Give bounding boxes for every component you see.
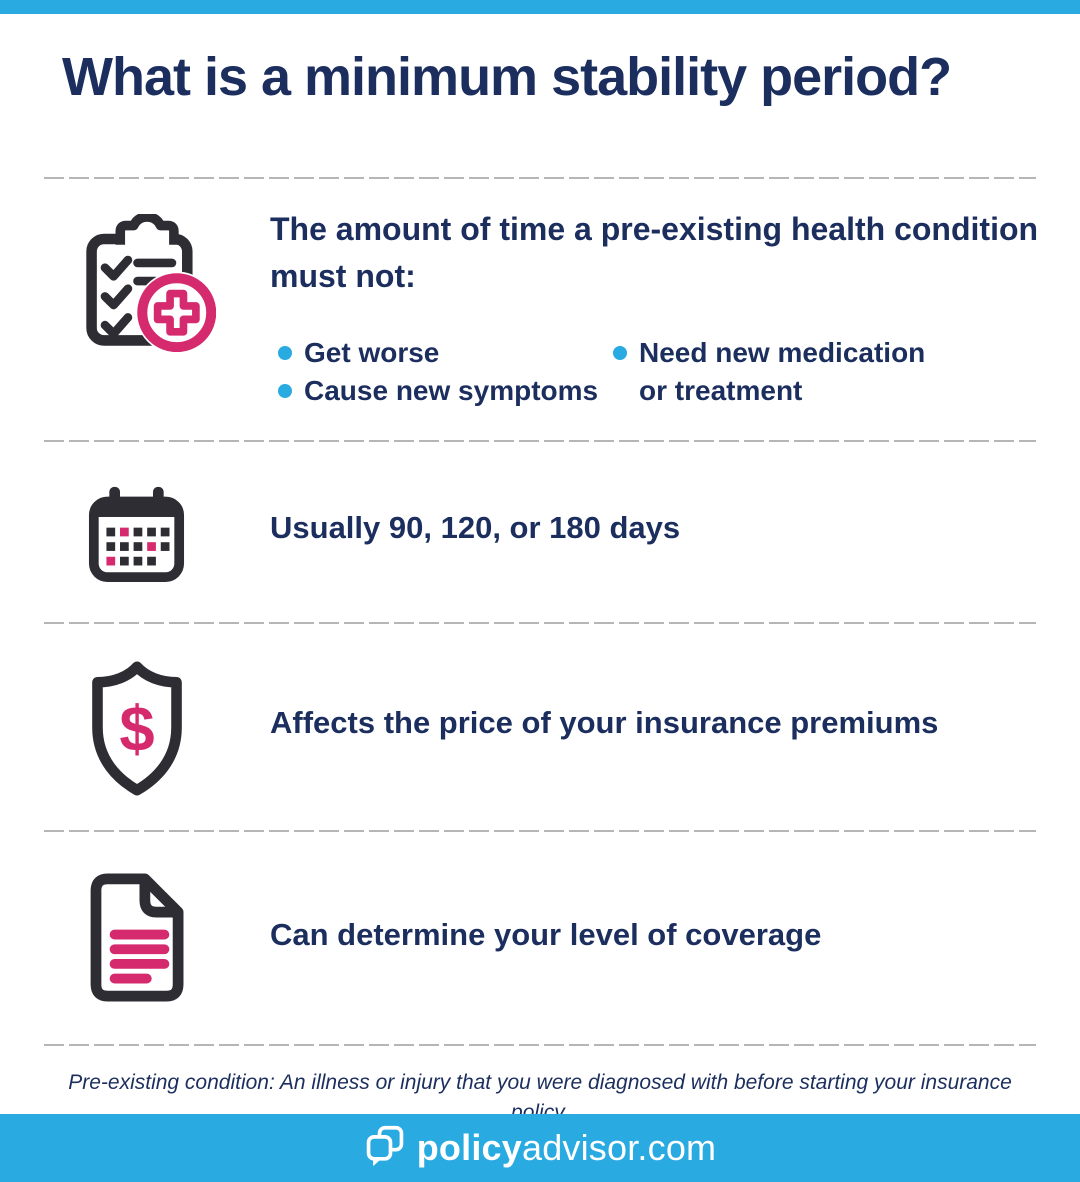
bullet-dot-icon bbox=[613, 346, 627, 360]
divider bbox=[44, 830, 1036, 832]
section-price-text: Affects the price of your insurance prem… bbox=[270, 705, 939, 740]
divider bbox=[44, 440, 1036, 442]
bullet-dot-icon bbox=[278, 346, 292, 360]
list-item: Need new medication bbox=[613, 334, 953, 372]
bullet-label: Get worse bbox=[304, 337, 440, 368]
page-title: What is a minimum stability period? bbox=[62, 47, 952, 107]
shield-dollar-icon: $ bbox=[84, 660, 190, 802]
brand-wordmark-light: advisor.com bbox=[521, 1127, 717, 1168]
list-item: Get worse bbox=[278, 334, 608, 372]
bullet-label: Cause new symptoms bbox=[304, 375, 599, 406]
top-accent-bar bbox=[0, 0, 1080, 14]
bullet-list-left: Get worse Cause new symptoms bbox=[278, 334, 608, 410]
section-coverage-text: Can determine your level of coverage bbox=[270, 917, 822, 952]
list-item-continuation: or treatment bbox=[613, 372, 953, 410]
heading-line-1: The amount of time a pre-existing health… bbox=[270, 211, 1039, 247]
divider bbox=[44, 622, 1036, 624]
footer-bar: policyadvisor.com bbox=[0, 1114, 1080, 1182]
heading-line-2: must not: bbox=[270, 258, 416, 294]
calendar-icon bbox=[88, 482, 185, 588]
divider bbox=[44, 1044, 1036, 1046]
brand-wordmark-bold: policy bbox=[416, 1127, 522, 1168]
document-lines-icon bbox=[88, 872, 190, 1008]
section-duration-text: Usually 90, 120, or 180 days bbox=[270, 510, 681, 545]
svg-text:$: $ bbox=[119, 694, 154, 765]
list-item: Cause new symptoms bbox=[278, 372, 608, 410]
bullet-list-right: Need new medication or treatment bbox=[613, 334, 953, 410]
brand-wordmark: policyadvisor.com bbox=[417, 1127, 717, 1169]
section-definition-heading: The amount of time a pre-existing health… bbox=[270, 206, 1050, 300]
bullet-label: Need new medication bbox=[639, 337, 926, 368]
bullet-label: or treatment bbox=[639, 375, 803, 406]
speech-bubbles-icon bbox=[364, 1124, 406, 1173]
divider bbox=[44, 177, 1036, 179]
clipboard-medical-icon bbox=[82, 212, 218, 357]
bullet-dot-icon bbox=[278, 384, 292, 398]
